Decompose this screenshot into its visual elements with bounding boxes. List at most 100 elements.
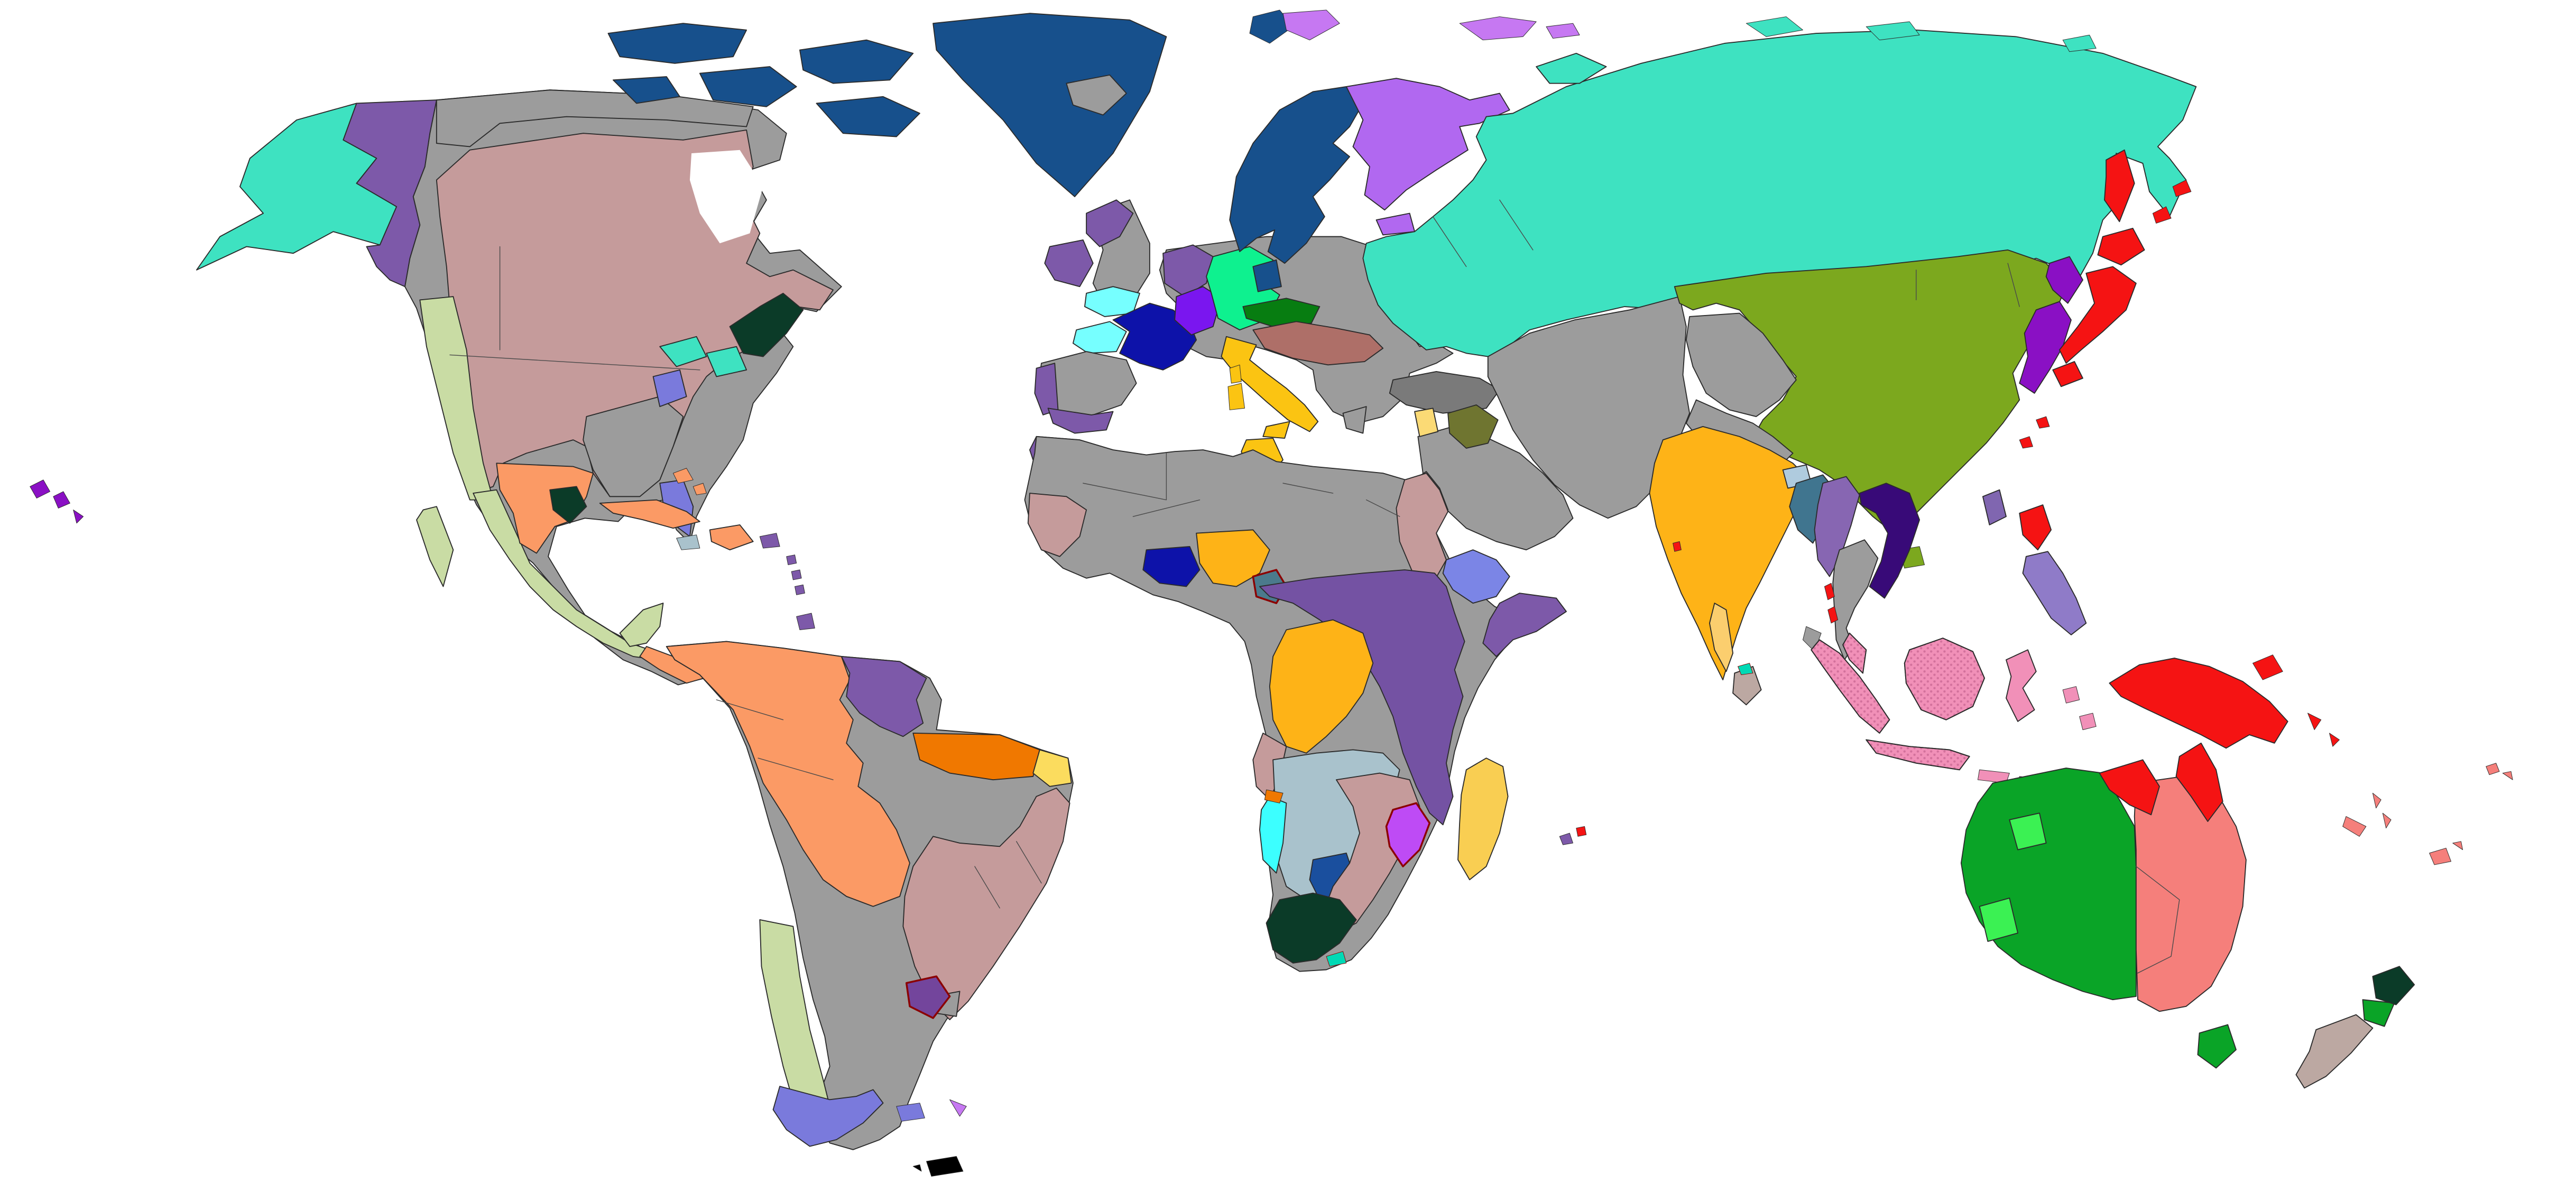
region-reunion[interactable] — [1576, 826, 1587, 837]
region-japan-kyushu[interactable] — [2052, 361, 2083, 387]
region-greece[interactable] — [1342, 406, 1367, 434]
region-sakhalin[interactable] — [2104, 149, 2135, 223]
region-greenland[interactable] — [932, 13, 1167, 197]
region-mesopotamia[interactable] — [1447, 404, 1499, 449]
region-cape-york[interactable] — [2175, 742, 2223, 822]
region-netherlands[interactable] — [1162, 244, 1214, 298]
region-brittany[interactable] — [1072, 321, 1127, 354]
region-vanuatu-1[interactable] — [2372, 792, 2381, 809]
region-vanuatu-2[interactable] — [2382, 812, 2392, 829]
region-hungary[interactable] — [1252, 321, 1384, 366]
region-nz-north-green[interactable] — [2362, 999, 2395, 1027]
region-new-england[interactable] — [729, 292, 804, 357]
region-antilles-3[interactable] — [791, 569, 802, 580]
region-samoa-1[interactable] — [2486, 763, 2500, 775]
region-texas-gulf[interactable] — [496, 463, 594, 554]
region-ohio[interactable] — [652, 369, 687, 408]
region-gaza[interactable] — [1385, 802, 1431, 867]
region-scandinavia[interactable] — [1229, 86, 1364, 264]
region-india[interactable] — [1649, 426, 1811, 681]
region-levant[interactable] — [1414, 408, 1439, 437]
region-taiwan[interactable] — [1982, 489, 2007, 525]
region-niger-delta[interactable] — [1196, 529, 1270, 587]
region-iceland[interactable] — [1066, 74, 1127, 116]
region-luzon[interactable] — [2019, 504, 2052, 551]
region-moluccas-2[interactable] — [2079, 713, 2097, 731]
region-northern-territory[interactable] — [2099, 759, 2160, 816]
region-denmark[interactable] — [1252, 259, 1282, 292]
region-south-georgia-islet[interactable] — [912, 1164, 922, 1172]
region-bahamas-2[interactable] — [693, 483, 707, 495]
region-andalusia[interactable] — [1047, 408, 1114, 434]
region-kuril-1[interactable] — [2152, 206, 2172, 224]
region-jamaica[interactable] — [676, 534, 700, 550]
region-hispaniola[interactable] — [709, 524, 754, 551]
region-ubangi-angola[interactable] — [1269, 619, 1374, 754]
region-goa[interactable] — [1673, 541, 1682, 552]
region-para[interactable] — [912, 732, 1040, 781]
region-alaska-interior[interactable] — [343, 99, 437, 288]
region-andamans-2[interactable] — [1827, 606, 1839, 624]
region-wa-enclave-1[interactable] — [2009, 812, 2047, 851]
region-great-lakes-1[interactable] — [659, 336, 707, 367]
region-cape-colony[interactable] — [1266, 892, 1357, 964]
region-sicily[interactable] — [1262, 421, 1290, 439]
region-se-states[interactable] — [583, 396, 684, 497]
region-new-caledonia[interactable] — [2342, 816, 2367, 837]
region-hawaii-1[interactable] — [30, 479, 51, 498]
region-svalbard-west[interactable] — [1249, 10, 1294, 44]
region-fiji-islet[interactable] — [2452, 841, 2463, 851]
region-korea[interactable] — [2019, 301, 2072, 394]
region-primorye[interactable] — [2045, 256, 2083, 304]
region-arctic-island-1[interactable] — [607, 23, 747, 64]
region-rhineland[interactable] — [1174, 286, 1222, 336]
region-madagascar[interactable] — [1457, 757, 1509, 881]
region-japan-hokkaido[interactable] — [2097, 227, 2145, 266]
region-bohemia[interactable] — [1242, 298, 1321, 327]
region-nz-south[interactable] — [2295, 1014, 2374, 1089]
region-pacific-states-yucatan[interactable] — [619, 603, 664, 647]
region-somalia[interactable] — [1482, 593, 1567, 657]
region-philippines[interactable] — [2022, 551, 2087, 635]
region-bougainville[interactable] — [2307, 713, 2322, 731]
region-kerala[interactable] — [1709, 603, 1734, 672]
region-ne-brazil[interactable] — [1032, 749, 1072, 787]
region-andamans-1[interactable] — [1824, 583, 1835, 600]
region-sulawesi[interactable] — [2006, 649, 2037, 722]
region-corsica[interactable] — [1229, 364, 1242, 384]
region-new-guinea[interactable] — [2109, 658, 2288, 749]
region-great-lakes-2[interactable] — [706, 346, 747, 377]
region-ryukyu-1[interactable] — [2036, 416, 2050, 429]
region-namib-coast[interactable] — [1259, 796, 1287, 874]
region-arctic-island-5[interactable] — [612, 76, 680, 104]
region-gold-coast[interactable] — [1142, 546, 1201, 587]
region-walvis-bay[interactable] — [1264, 789, 1284, 803]
region-arctic-island-2[interactable] — [699, 66, 797, 107]
region-arctic-teal-1[interactable] — [1746, 16, 1803, 37]
region-guyanas[interactable] — [841, 655, 927, 737]
region-nz-north-dark[interactable] — [2372, 966, 2415, 1005]
region-svalbard-east[interactable] — [1282, 10, 1340, 41]
region-fiji[interactable] — [2429, 847, 2452, 865]
region-antilles-2[interactable] — [786, 554, 797, 566]
region-scotland[interactable] — [1086, 199, 1134, 247]
region-cuba[interactable] — [599, 499, 700, 529]
region-trinidad[interactable] — [796, 613, 815, 630]
region-franz-josef-1[interactable] — [1459, 16, 1537, 41]
region-ireland[interactable] — [1044, 239, 1094, 288]
region-arctic-teal-2[interactable] — [1866, 21, 1920, 41]
region-ryukyu-2[interactable] — [2019, 436, 2033, 449]
region-pacific-states-baja[interactable] — [416, 506, 454, 587]
region-bismarck[interactable] — [2252, 654, 2283, 680]
region-tasmania[interactable] — [2197, 1024, 2237, 1069]
region-gulf-enclave[interactable] — [549, 486, 587, 524]
region-arctic-teal-3[interactable] — [2062, 34, 2097, 52]
region-jaffna[interactable] — [1738, 663, 1753, 676]
region-antilles-4[interactable] — [795, 584, 805, 595]
region-senegal-coast[interactable] — [1027, 493, 1087, 557]
region-hawaii-3[interactable] — [73, 510, 84, 524]
region-novaya-zemlya[interactable] — [1536, 52, 1607, 84]
region-sardinia[interactable] — [1227, 383, 1245, 410]
region-arctic-island-3[interactable] — [799, 39, 914, 84]
region-wa-enclave-2[interactable] — [1979, 898, 2019, 942]
